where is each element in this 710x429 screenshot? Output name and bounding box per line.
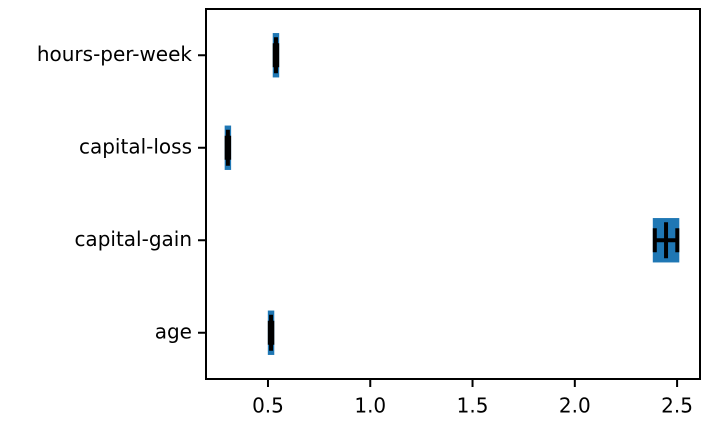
x-tick-label: 0.5 — [252, 394, 284, 418]
y-tick-label: hours-per-week — [37, 42, 193, 66]
x-tick-label: 1.5 — [457, 394, 489, 418]
x-tick-label: 1.0 — [354, 394, 386, 418]
y-tick-label: capital-gain — [74, 227, 192, 251]
y-tick-label: age — [155, 319, 192, 343]
y-tick-label: capital-loss — [79, 134, 192, 158]
x-tick-label: 2.5 — [661, 394, 693, 418]
plot-frame — [205, 8, 701, 380]
x-tick-label: 2.0 — [559, 394, 591, 418]
